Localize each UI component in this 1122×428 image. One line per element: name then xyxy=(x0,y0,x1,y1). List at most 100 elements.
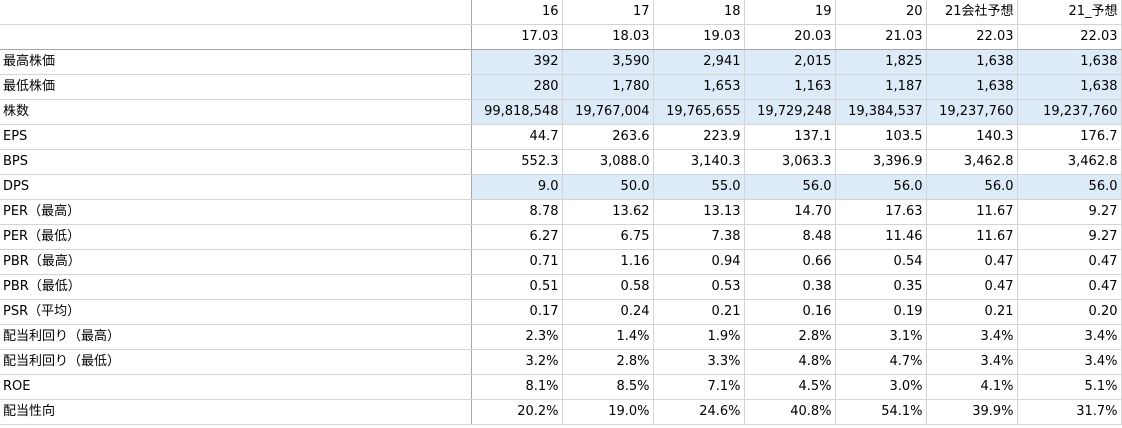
value-cell[interactable]: 0.66 xyxy=(744,249,836,275)
value-cell[interactable]: 140.3 xyxy=(926,124,1018,150)
value-cell[interactable]: 1,653 xyxy=(653,74,745,100)
value-cell[interactable]: 3.0% xyxy=(835,374,927,400)
header-cell-blank[interactable] xyxy=(0,24,472,50)
value-cell[interactable]: 3.4% xyxy=(1017,349,1122,375)
value-cell[interactable]: 0.71 xyxy=(471,249,563,275)
value-cell[interactable]: 54.1% xyxy=(835,399,927,425)
value-cell[interactable]: 3.2% xyxy=(471,349,563,375)
value-cell[interactable]: 1,163 xyxy=(744,74,836,100)
value-cell[interactable]: 19,729,248 xyxy=(744,99,836,125)
value-cell[interactable]: 1,638 xyxy=(1017,74,1122,100)
header-cell-year[interactable]: 20 xyxy=(835,0,927,25)
value-cell[interactable]: 176.7 xyxy=(1017,124,1122,150)
value-cell[interactable]: 3.1% xyxy=(835,324,927,350)
header-cell-period[interactable]: 22.03 xyxy=(926,24,1018,50)
value-cell[interactable]: 19,237,760 xyxy=(926,99,1018,125)
value-cell[interactable]: 4.7% xyxy=(835,349,927,375)
header-cell-period[interactable]: 20.03 xyxy=(744,24,836,50)
value-cell[interactable]: 0.47 xyxy=(926,249,1018,275)
value-cell[interactable]: 3,396.9 xyxy=(835,149,927,175)
value-cell[interactable]: 0.47 xyxy=(1017,249,1122,275)
value-cell[interactable]: 13.13 xyxy=(653,199,745,225)
value-cell[interactable]: 0.94 xyxy=(653,249,745,275)
value-cell[interactable]: 8.78 xyxy=(471,199,563,225)
value-cell[interactable]: 3,462.8 xyxy=(1017,149,1122,175)
row-label-cell[interactable]: BPS xyxy=(0,149,472,175)
header-cell-period[interactable]: 18.03 xyxy=(562,24,654,50)
value-cell[interactable]: 0.35 xyxy=(835,274,927,300)
value-cell[interactable]: 3.3% xyxy=(653,349,745,375)
value-cell[interactable]: 99,818,548 xyxy=(471,99,563,125)
value-cell[interactable]: 137.1 xyxy=(744,124,836,150)
value-cell[interactable]: 8.48 xyxy=(744,224,836,250)
header-cell-period[interactable]: 19.03 xyxy=(653,24,745,50)
value-cell[interactable]: 56.0 xyxy=(1017,174,1122,200)
value-cell[interactable]: 7.38 xyxy=(653,224,745,250)
value-cell[interactable]: 552.3 xyxy=(471,149,563,175)
value-cell[interactable]: 40.8% xyxy=(744,399,836,425)
value-cell[interactable]: 11.67 xyxy=(926,199,1018,225)
value-cell[interactable]: 11.67 xyxy=(926,224,1018,250)
value-cell[interactable]: 2.8% xyxy=(744,324,836,350)
row-label-cell[interactable]: 株数 xyxy=(0,99,472,125)
value-cell[interactable]: 4.1% xyxy=(926,374,1018,400)
value-cell[interactable]: 17.63 xyxy=(835,199,927,225)
value-cell[interactable]: 6.27 xyxy=(471,224,563,250)
value-cell[interactable]: 0.58 xyxy=(562,274,654,300)
value-cell[interactable]: 392 xyxy=(471,49,563,75)
value-cell[interactable]: 56.0 xyxy=(926,174,1018,200)
value-cell[interactable]: 0.38 xyxy=(744,274,836,300)
value-cell[interactable]: 2,015 xyxy=(744,49,836,75)
row-label-cell[interactable]: 配当性向 xyxy=(0,399,472,425)
value-cell[interactable]: 0.21 xyxy=(653,299,745,325)
value-cell[interactable]: 7.1% xyxy=(653,374,745,400)
value-cell[interactable]: 20.2% xyxy=(471,399,563,425)
value-cell[interactable]: 24.6% xyxy=(653,399,745,425)
value-cell[interactable]: 3,063.3 xyxy=(744,149,836,175)
header-cell-year[interactable]: 18 xyxy=(653,0,745,25)
value-cell[interactable]: 50.0 xyxy=(562,174,654,200)
header-cell-year[interactable]: 21会社予想 xyxy=(926,0,1018,25)
header-cell-year[interactable]: 16 xyxy=(471,0,563,25)
header-cell-year[interactable]: 19 xyxy=(744,0,836,25)
value-cell[interactable]: 1,638 xyxy=(1017,49,1122,75)
value-cell[interactable]: 0.47 xyxy=(926,274,1018,300)
value-cell[interactable]: 280 xyxy=(471,74,563,100)
value-cell[interactable]: 2,941 xyxy=(653,49,745,75)
value-cell[interactable]: 0.47 xyxy=(1017,274,1122,300)
row-label-cell[interactable]: PER（最低） xyxy=(0,224,472,250)
value-cell[interactable]: 0.20 xyxy=(1017,299,1122,325)
value-cell[interactable]: 1,638 xyxy=(926,74,1018,100)
value-cell[interactable]: 31.7% xyxy=(1017,399,1122,425)
value-cell[interactable]: 223.9 xyxy=(653,124,745,150)
row-label-cell[interactable]: PER（最高） xyxy=(0,199,472,225)
value-cell[interactable]: 9.27 xyxy=(1017,199,1122,225)
value-cell[interactable]: 0.53 xyxy=(653,274,745,300)
value-cell[interactable]: 19,384,537 xyxy=(835,99,927,125)
value-cell[interactable]: 11.46 xyxy=(835,224,927,250)
row-label-cell[interactable]: 配当利回り（最高） xyxy=(0,324,472,350)
value-cell[interactable]: 1.16 xyxy=(562,249,654,275)
value-cell[interactable]: 6.75 xyxy=(562,224,654,250)
value-cell[interactable]: 39.9% xyxy=(926,399,1018,425)
value-cell[interactable]: 1.9% xyxy=(653,324,745,350)
value-cell[interactable]: 14.70 xyxy=(744,199,836,225)
row-label-cell[interactable]: PSR（平均） xyxy=(0,299,472,325)
value-cell[interactable]: 3,140.3 xyxy=(653,149,745,175)
row-label-cell[interactable]: PBR（最低） xyxy=(0,274,472,300)
value-cell[interactable]: 19,237,760 xyxy=(1017,99,1122,125)
value-cell[interactable]: 3,088.0 xyxy=(562,149,654,175)
value-cell[interactable]: 19,767,004 xyxy=(562,99,654,125)
value-cell[interactable]: 5.1% xyxy=(1017,374,1122,400)
value-cell[interactable]: 55.0 xyxy=(653,174,745,200)
row-label-cell[interactable]: DPS xyxy=(0,174,472,200)
value-cell[interactable]: 0.21 xyxy=(926,299,1018,325)
value-cell[interactable]: 9.27 xyxy=(1017,224,1122,250)
row-label-cell[interactable]: PBR（最高） xyxy=(0,249,472,275)
header-cell-period[interactable]: 22.03 xyxy=(1017,24,1122,50)
value-cell[interactable]: 3,462.8 xyxy=(926,149,1018,175)
value-cell[interactable]: 0.24 xyxy=(562,299,654,325)
value-cell[interactable]: 2.8% xyxy=(562,349,654,375)
row-label-cell[interactable]: ROE xyxy=(0,374,472,400)
value-cell[interactable]: 1,825 xyxy=(835,49,927,75)
